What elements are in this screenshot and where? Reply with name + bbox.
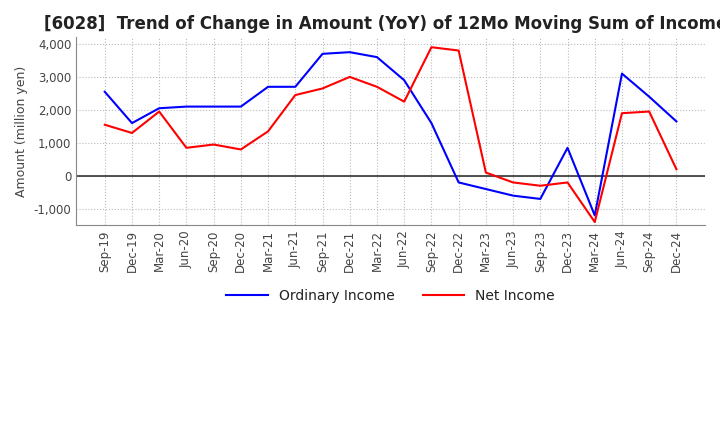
Net Income <box>672 167 680 172</box>
Net Income <box>645 109 654 114</box>
Net Income <box>400 99 408 104</box>
Net Income <box>291 92 300 98</box>
Ordinary Income <box>509 193 518 198</box>
Net Income <box>563 180 572 185</box>
Line: Net Income: Net Income <box>104 47 676 222</box>
Net Income <box>590 220 599 225</box>
Title: [6028]  Trend of Change in Amount (YoY) of 12Mo Moving Sum of Incomes: [6028] Trend of Change in Amount (YoY) o… <box>44 15 720 33</box>
Ordinary Income <box>100 89 109 95</box>
Ordinary Income <box>210 104 218 109</box>
Net Income <box>618 110 626 116</box>
Ordinary Income <box>536 196 544 202</box>
Ordinary Income <box>454 180 463 185</box>
Net Income <box>346 74 354 80</box>
Net Income <box>155 109 163 114</box>
Net Income <box>264 128 272 134</box>
Ordinary Income <box>155 106 163 111</box>
Ordinary Income <box>127 121 136 126</box>
Ordinary Income <box>264 84 272 89</box>
Net Income <box>237 147 246 152</box>
Ordinary Income <box>400 77 408 83</box>
Line: Ordinary Income: Ordinary Income <box>104 52 676 216</box>
Ordinary Income <box>672 119 680 124</box>
Ordinary Income <box>237 104 246 109</box>
Ordinary Income <box>427 121 436 126</box>
Ordinary Income <box>618 71 626 76</box>
Net Income <box>210 142 218 147</box>
Ordinary Income <box>373 55 382 60</box>
Y-axis label: Amount (million yen): Amount (million yen) <box>15 66 28 197</box>
Net Income <box>127 130 136 136</box>
Net Income <box>482 170 490 175</box>
Net Income <box>454 48 463 53</box>
Ordinary Income <box>482 187 490 192</box>
Ordinary Income <box>291 84 300 89</box>
Ordinary Income <box>563 145 572 150</box>
Net Income <box>373 84 382 89</box>
Ordinary Income <box>645 94 654 99</box>
Net Income <box>182 145 191 150</box>
Ordinary Income <box>318 51 327 56</box>
Net Income <box>427 44 436 50</box>
Net Income <box>536 183 544 188</box>
Ordinary Income <box>590 213 599 218</box>
Legend: Ordinary Income, Net Income: Ordinary Income, Net Income <box>220 283 560 308</box>
Net Income <box>509 180 518 185</box>
Net Income <box>100 122 109 127</box>
Ordinary Income <box>346 50 354 55</box>
Ordinary Income <box>182 104 191 109</box>
Net Income <box>318 86 327 91</box>
